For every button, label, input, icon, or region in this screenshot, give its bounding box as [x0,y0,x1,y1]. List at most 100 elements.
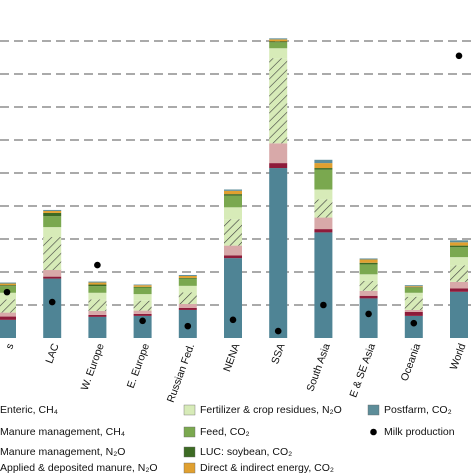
bar-segment [359,262,378,265]
bar-segment [404,287,423,288]
bar-segment [224,255,242,259]
bar-segment [404,315,423,338]
bar-segment [88,281,107,283]
bar-segment [314,163,333,169]
bar-segment [133,300,152,311]
bar-segment [404,287,423,293]
milk-dot [48,298,56,306]
x-tick-label: Russian Fed. [165,342,197,404]
bar-segment [0,282,16,284]
bar-segment [88,316,107,338]
bar-segment [0,292,16,300]
x-tick-label: South Asia [304,342,333,393]
bar-segment [133,287,152,295]
bar-segment [178,307,197,310]
bar-segment [0,312,16,317]
bar-segment [43,270,62,277]
legend-swatch [183,426,196,438]
milk-dot [229,316,237,324]
bar-segment [404,296,423,310]
bar-segment [178,277,197,279]
bar-segment [224,258,242,338]
bar-segment [178,292,197,305]
bar-segment [43,212,62,217]
bar-segment [178,285,197,293]
bar-segment [88,282,107,285]
bar-segment [133,315,152,338]
bar-segment [404,285,423,287]
milk-dot [184,322,192,330]
legend-swatch [183,462,196,474]
bar-segment [314,229,333,233]
bar-segment [450,281,468,289]
bar-segment [359,298,378,338]
bar-segment [450,291,468,338]
milk-dot [3,288,11,296]
milk-dot [274,327,282,335]
bar-segment [43,227,62,238]
bar-segment [224,219,242,246]
bar-segment [314,159,333,164]
bar-segment [269,39,288,42]
bar-segment [43,209,62,211]
legend-label: Milk production [384,426,455,438]
bar-segment [314,232,333,338]
bar-segment [133,286,152,288]
milk-dot [455,52,463,60]
bar-segment [224,207,242,220]
legend-label: Fertilizer & crop residues, N₂O [200,404,342,416]
legend-swatch [183,404,196,416]
bar-segment [269,58,288,144]
bar-segment [314,199,333,218]
bar-segment [88,286,107,293]
bar-segment [224,194,242,196]
bar-segment [269,163,288,169]
bar-segment [450,242,468,246]
bar-segment [88,310,107,315]
bar-segment [88,299,107,311]
x-tick-label: E. Europe [125,342,152,390]
bar-segment [133,294,152,301]
bar-segment [133,284,152,286]
bar-segment [359,264,378,275]
bar-segment [450,240,468,243]
bar-segment [43,237,62,271]
bar-segment [404,292,423,297]
bar-segment [88,314,107,317]
bar-segment [0,316,16,320]
bar-segment [359,295,378,299]
bar-segment [178,275,197,278]
bar-segment [133,313,152,316]
x-tick-label: Oceania [399,342,424,383]
bar-segment [269,41,288,43]
bar-segment [0,299,16,313]
bar-segment [404,309,423,312]
legend-swatch [367,404,380,416]
bar-segment [0,285,16,287]
milk-dot [94,261,101,269]
bar-segment [450,288,468,292]
bar-segment [404,286,423,288]
bar-segment [359,258,378,260]
bar-segment [43,276,62,279]
bar-segment [404,311,423,316]
bar-segment [450,265,468,282]
bar-segment [269,38,288,40]
bar-segment [314,168,333,170]
bar-segment [178,274,197,276]
bar-segment [269,168,288,338]
bar-segment [224,190,242,195]
bar-segment [43,278,62,338]
legend-label: Manure management, N₂O [0,446,125,458]
bar-segment [450,245,468,248]
legend-label: Postfarm, CO₂ [384,404,452,416]
bar-segment [450,247,468,258]
bar-segment [178,278,197,286]
bar-segment [133,310,152,314]
legend-label: Applied & deposited manure, N₂O [0,462,158,474]
x-tick-label: W. Europe [79,342,107,392]
x-tick-label: World [448,342,469,372]
legend-label: Direct & indirect energy, CO₂ [200,462,334,474]
bar-segment [359,274,378,281]
